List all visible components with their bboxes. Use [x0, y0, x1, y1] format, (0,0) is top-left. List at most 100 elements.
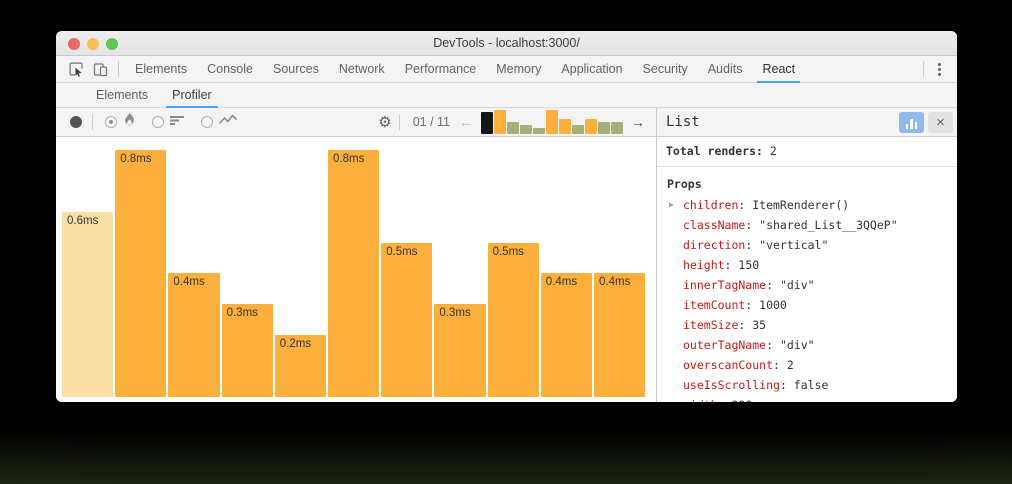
tab-network[interactable]: Network: [338, 61, 385, 76]
bar-duration-label: 0.5ms: [492, 246, 524, 258]
prop-key: children: [683, 198, 739, 212]
tab-audits[interactable]: Audits: [707, 61, 743, 76]
prop-value: : ItemRenderer(): [738, 198, 850, 212]
devtools-window: DevTools - localhost:3000/ Elements Conso…: [56, 31, 957, 402]
snapshot-thumb-3[interactable]: [507, 122, 519, 134]
more-options-icon[interactable]: [930, 62, 949, 76]
commit-bar-1-selected[interactable]: 0.6ms: [62, 212, 114, 397]
prop-key: overscanCount: [683, 358, 774, 372]
prop-row-itemSize: itemSize: 35: [667, 315, 957, 335]
snapshot-thumb-7[interactable]: [559, 118, 571, 134]
prop-row-innerTagName: innerTagName: "div": [667, 275, 957, 295]
close-window-button[interactable]: [68, 38, 80, 50]
flame-icon[interactable]: [123, 112, 136, 132]
tab-react[interactable]: React: [752, 56, 805, 83]
device-toolbar-icon[interactable]: [88, 59, 112, 79]
ranked-view-radio[interactable]: [152, 116, 164, 128]
prop-row-useIsScrolling: useIsScrolling: false: [667, 375, 957, 395]
prop-value: : 300: [718, 398, 753, 402]
snapshot-thumb-9[interactable]: [585, 118, 597, 134]
tab-memory[interactable]: Memory: [496, 61, 542, 76]
props-heading: Props: [667, 177, 702, 191]
prop-key: className: [683, 218, 746, 232]
previous-snapshot-icon[interactable]: ←: [459, 114, 473, 130]
bar-duration-label: 0.4ms: [545, 276, 578, 288]
snapshot-thumb-5[interactable]: [533, 128, 545, 134]
tab-application[interactable]: Application: [561, 61, 623, 76]
record-icon[interactable]: [70, 116, 82, 128]
prop-row-overscanCount: overscanCount: 2: [667, 355, 957, 375]
snapshot-thumb-1-selected[interactable]: [481, 112, 493, 134]
close-icon[interactable]: ×: [928, 111, 953, 133]
prop-value: : "shared_List__3QQeP": [745, 218, 898, 232]
interactions-view-radio[interactable]: [201, 116, 213, 128]
toolbar-divider: [92, 114, 93, 130]
profiler-toolbar-row: ⚙ 01 / 11 ← → List ×: [56, 108, 957, 137]
snapshot-thumb-11[interactable]: [611, 122, 623, 134]
prop-value: : "vertical": [745, 238, 829, 252]
minimize-window-button[interactable]: [87, 38, 99, 50]
props-section: Props ▶ children: ItemRenderer() className…: [657, 167, 957, 402]
profiler-toolbar: ⚙ 01 / 11 ← →: [56, 108, 656, 136]
bar-chart-icon[interactable]: [899, 111, 924, 133]
prop-key: height: [683, 258, 725, 272]
commit-bar-4[interactable]: 0.3ms: [221, 304, 273, 397]
tab-console[interactable]: Console: [207, 61, 253, 76]
prop-key: direction: [683, 238, 746, 252]
react-devtools-tab-strip: Elements Profiler: [56, 83, 957, 108]
commit-bar-8[interactable]: 0.3ms: [434, 304, 486, 397]
selected-component-name: List: [666, 114, 700, 130]
flamegraph-view-radio[interactable]: [105, 116, 117, 128]
snapshot-thumb-6[interactable]: [546, 110, 558, 134]
prop-value: : false: [779, 378, 829, 392]
bar-duration-label: 0.4ms: [173, 276, 205, 288]
tab-performance[interactable]: Performance: [404, 61, 477, 76]
prop-row-children: ▶ children: ItemRenderer(): [667, 195, 957, 215]
commit-bar-3[interactable]: 0.4ms: [168, 273, 220, 397]
ranked-chart-icon[interactable]: [170, 113, 185, 131]
snapshot-thumb-4[interactable]: [520, 125, 532, 134]
prop-row-width: width: 300: [667, 395, 957, 402]
toolbar-divider: [398, 114, 400, 130]
prop-key: innerTagName: [683, 278, 767, 292]
prop-key: width: [683, 398, 718, 402]
snapshot-thumb-10[interactable]: [598, 122, 610, 134]
commit-bar-10[interactable]: 0.4ms: [540, 273, 593, 397]
expand-triangle-icon[interactable]: ▶: [669, 200, 674, 209]
snapshot-thumb-8[interactable]: [572, 125, 584, 134]
bar-duration-label: 0.6ms: [67, 215, 99, 227]
prop-value: : 150: [724, 258, 760, 272]
snapshot-thumb-2[interactable]: [494, 110, 506, 134]
commit-bar-5[interactable]: 0.2ms: [274, 335, 327, 397]
gear-icon[interactable]: ⚙: [378, 113, 392, 131]
toolbar-divider: [118, 61, 119, 77]
inspect-element-icon[interactable]: [64, 59, 88, 79]
total-renders: Total renders: 2: [657, 137, 957, 167]
window-titlebar[interactable]: DevTools - localhost:3000/: [56, 31, 957, 56]
fullscreen-window-button[interactable]: [106, 38, 118, 50]
interactions-chart-icon[interactable]: [219, 113, 237, 131]
tab-security[interactable]: Security: [642, 61, 688, 76]
commit-bar-2[interactable]: 0.8ms: [115, 150, 167, 397]
prop-value: : 1000: [745, 298, 787, 312]
commit-bar-7[interactable]: 0.5ms: [381, 243, 433, 397]
window-title: DevTools - localhost:3000/: [433, 36, 580, 50]
next-snapshot-icon[interactable]: →: [631, 114, 645, 130]
total-renders-label: Total renders:: [666, 144, 763, 158]
prop-key: itemCount: [683, 298, 746, 312]
commit-bar-9[interactable]: 0.5ms: [487, 243, 539, 397]
commit-bar-6[interactable]: 0.8ms: [328, 150, 380, 397]
bar-duration-label: 0.3ms: [439, 307, 471, 319]
prop-row-className: className: "shared_List__3QQeP": [667, 215, 957, 235]
devtools-toolbar: Elements Console Sources Network Performance…: [56, 56, 957, 83]
commit-bar-11[interactable]: 0.4ms: [594, 273, 646, 397]
react-subtab-elements[interactable]: Elements: [96, 87, 149, 102]
react-subtab-profiler[interactable]: Profiler: [160, 83, 224, 108]
bar-duration-label: 0.2ms: [279, 338, 312, 350]
prop-row-itemCount: itemCount: 1000: [667, 295, 957, 315]
devtools-tab-strip: Elements Console Sources Network Performance…: [125, 56, 805, 83]
tab-sources[interactable]: Sources: [272, 61, 319, 76]
tab-elements[interactable]: Elements: [135, 61, 188, 76]
prop-value: : "div": [766, 278, 815, 292]
